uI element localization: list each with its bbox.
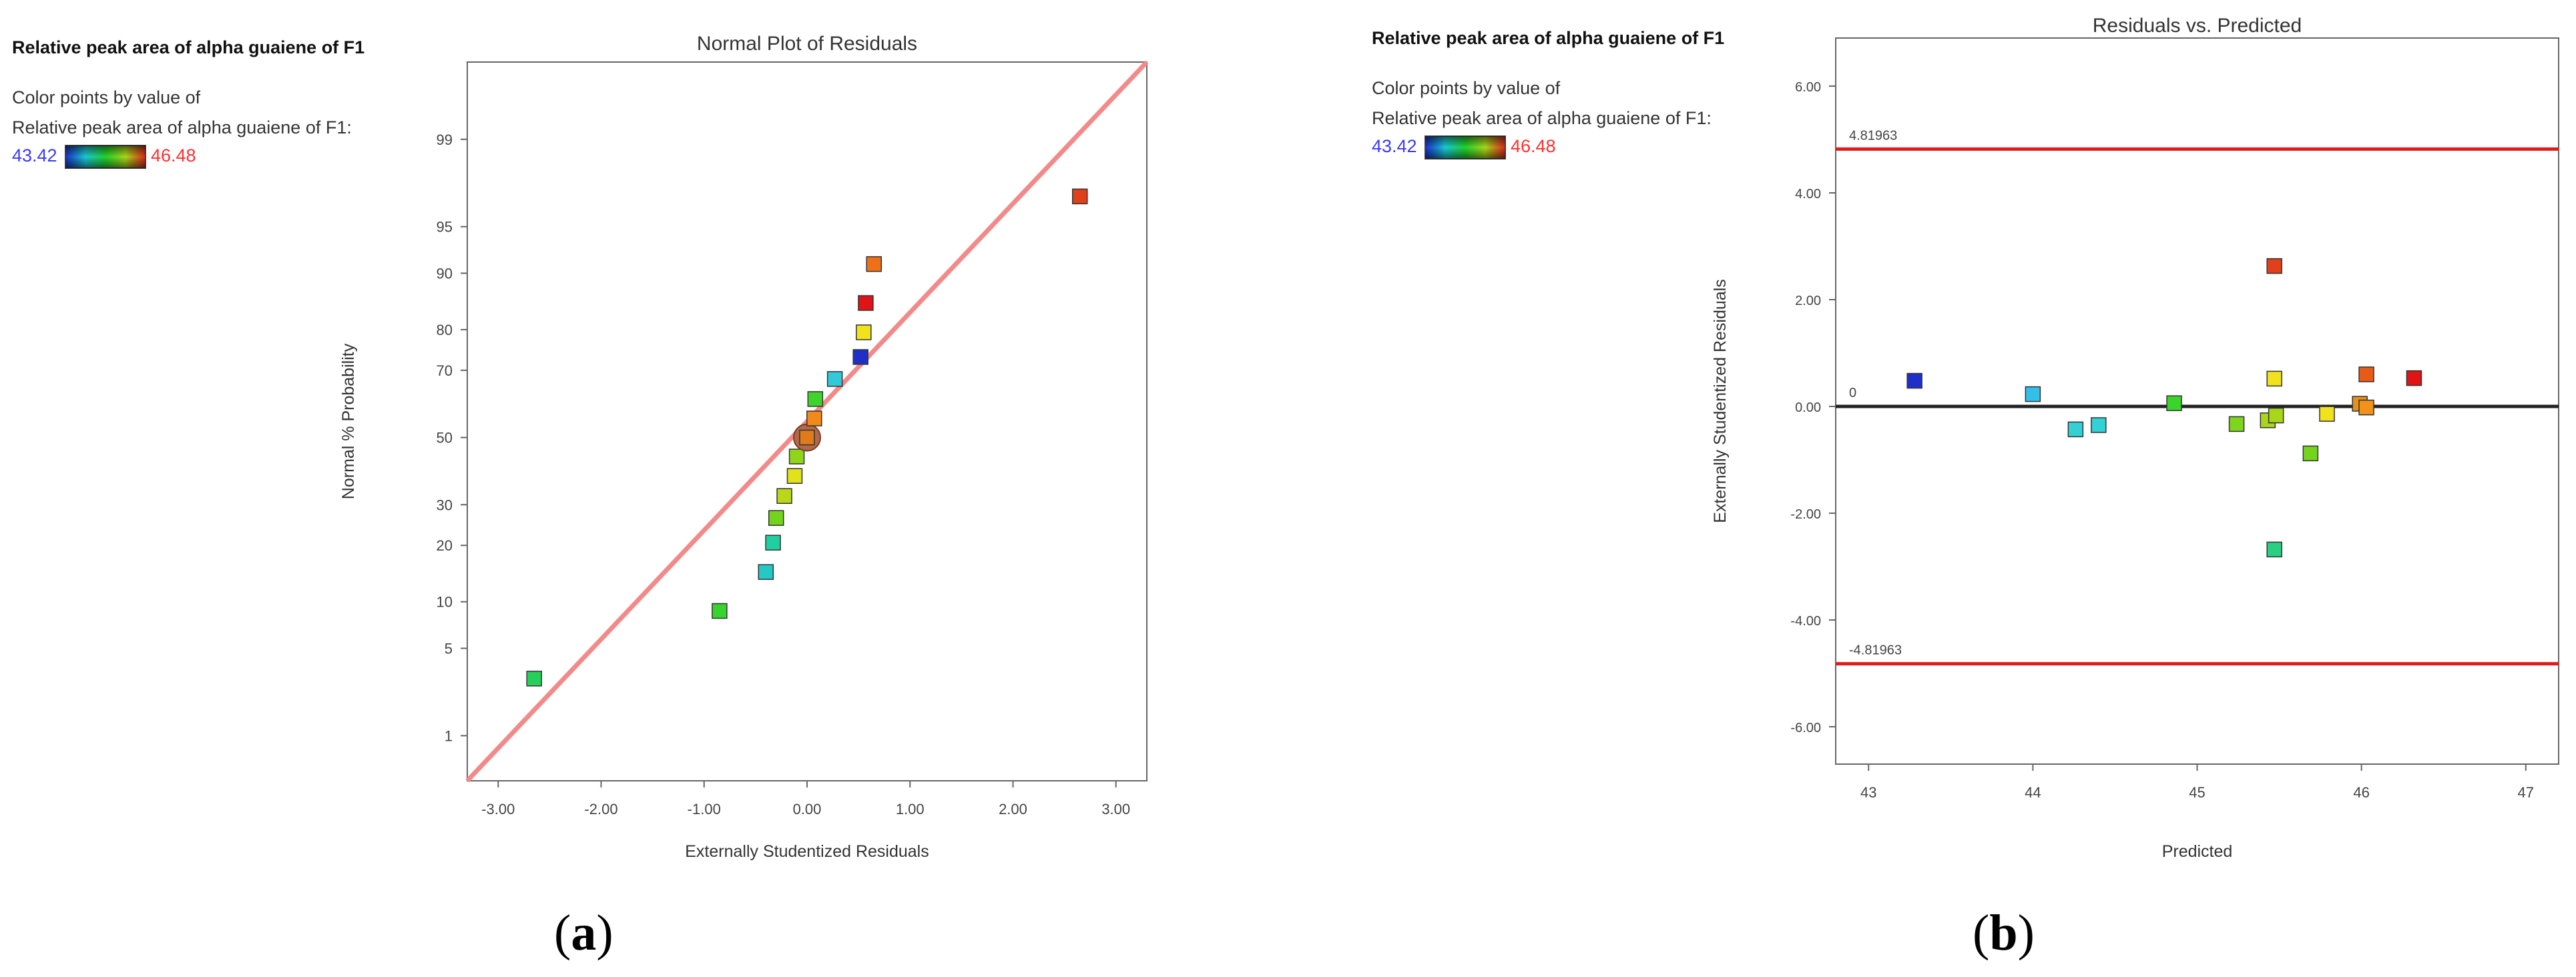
data-point-b — [2358, 399, 2374, 416]
x-tick-label-b: 43 — [1860, 784, 1876, 801]
data-point-a — [852, 349, 868, 365]
y-tick-label-b: 6.00 — [1795, 80, 1821, 95]
upper-limit-label: 4.81963 — [1849, 128, 1897, 143]
x-tick-label-a: 0.00 — [793, 801, 822, 818]
data-point-a — [788, 448, 805, 464]
data-point-a — [712, 603, 728, 619]
data-point-a — [807, 391, 824, 407]
x-tick-label-a: 3.00 — [1101, 801, 1130, 818]
zero-line-label: 0 — [1849, 386, 1856, 400]
data-point-b — [2268, 407, 2284, 424]
legend-caption-b: Color points by value of — [1372, 78, 1561, 98]
plot-title-b: Residuals vs. Predicted — [2093, 15, 2302, 37]
data-point-a — [806, 410, 822, 426]
legend-caption-a: Color points by value of — [12, 87, 201, 107]
x-tick-label-b: 47 — [2518, 784, 2534, 801]
x-tick-label-a: -2.00 — [584, 801, 617, 818]
data-point-a — [526, 671, 543, 687]
data-point-b — [2266, 370, 2282, 387]
data-point-a — [1071, 188, 1088, 205]
legend-caption-value-label-b: Relative peak area of alpha guaiene of F… — [1372, 108, 1712, 128]
data-point-b — [2166, 395, 2182, 411]
data-point-b — [2025, 386, 2041, 402]
y-tick-label-a: 95 — [437, 219, 453, 236]
data-point-b — [2406, 370, 2422, 386]
panel-label-a: (a) — [554, 905, 613, 961]
legend-title-b: Relative peak area of alpha guaiene of F… — [1372, 28, 1724, 48]
data-point-b — [2358, 366, 2374, 382]
data-point-a — [786, 468, 803, 484]
color-scale-shade-a — [65, 145, 146, 168]
y-axis-label-a: Normal % Probability — [339, 343, 358, 499]
legend-max-value-a: 46.48 — [151, 145, 196, 166]
x-tick-label-b: 45 — [2189, 784, 2205, 801]
legend-min-value-b: 43.42 — [1372, 136, 1417, 156]
y-tick-label-a: 5 — [445, 641, 453, 657]
legend-caption-value-label-a: Relative peak area of alpha guaiene of F… — [12, 117, 352, 137]
data-point-b — [1906, 372, 1922, 389]
x-tick-label-a: 2.00 — [999, 801, 1027, 818]
y-tick-label-a: 80 — [437, 322, 453, 338]
y-tick-label-b: 0.00 — [1795, 400, 1821, 415]
legend-title-a: Relative peak area of alpha guaiene of F… — [12, 37, 364, 57]
x-tick-label-b: 44 — [2025, 784, 2041, 801]
y-tick-label-b: -4.00 — [1790, 614, 1821, 629]
x-tick-label-a: 1.00 — [896, 801, 925, 818]
plot-frame-b — [1835, 37, 2559, 765]
plot-title-a: Normal Plot of Residuals — [697, 33, 917, 55]
y-tick-label-b: -6.00 — [1790, 721, 1821, 735]
data-point-a — [768, 510, 784, 526]
y-tick-label-a: 20 — [437, 537, 453, 554]
data-point-a — [866, 256, 882, 272]
x-tick-label-a: -1.00 — [688, 801, 721, 818]
y-tick-label-a: 99 — [437, 131, 453, 148]
panel-label-b: (b) — [1973, 905, 2035, 961]
data-point-b — [2319, 406, 2335, 422]
y-tick-label-a: 10 — [437, 594, 453, 611]
y-axis-label-b: Externally Studentized Residuals — [1711, 279, 1730, 523]
y-tick-label-a: 70 — [437, 362, 453, 379]
y-tick-label-a: 50 — [437, 430, 453, 446]
color-scale-shade-b — [1425, 136, 1505, 159]
data-point-a — [776, 488, 792, 505]
x-axis-label-b: Predicted — [2162, 842, 2233, 861]
x-tick-label-a: -3.00 — [481, 801, 515, 818]
data-point-a — [858, 295, 874, 311]
x-tick-label-b: 46 — [2353, 784, 2369, 801]
data-point-a — [765, 535, 781, 551]
y-tick-label-a: 30 — [437, 497, 453, 513]
data-point-a — [856, 324, 872, 340]
x-axis-label-a: Externally Studentized Residuals — [685, 842, 929, 861]
data-point-b — [2302, 445, 2319, 462]
y-tick-label-b: 4.00 — [1795, 187, 1821, 202]
data-point-b — [2266, 258, 2282, 274]
data-point-a — [799, 429, 815, 446]
data-point-b — [2067, 421, 2084, 438]
lower-limit-label: -4.81963 — [1849, 643, 1902, 658]
data-point-b — [2091, 417, 2107, 433]
data-point-a — [758, 564, 774, 580]
y-tick-label-b: -2.00 — [1790, 507, 1821, 522]
legend-min-value-a: 43.42 — [12, 145, 57, 166]
legend-max-value-b: 46.48 — [1511, 136, 1556, 156]
data-point-a — [826, 371, 843, 387]
data-point-b — [2266, 541, 2282, 558]
y-tick-label-a: 90 — [437, 265, 453, 282]
y-tick-label-b: 2.00 — [1795, 294, 1821, 308]
y-tick-label-a: 1 — [445, 727, 453, 744]
data-point-b — [2228, 416, 2245, 432]
